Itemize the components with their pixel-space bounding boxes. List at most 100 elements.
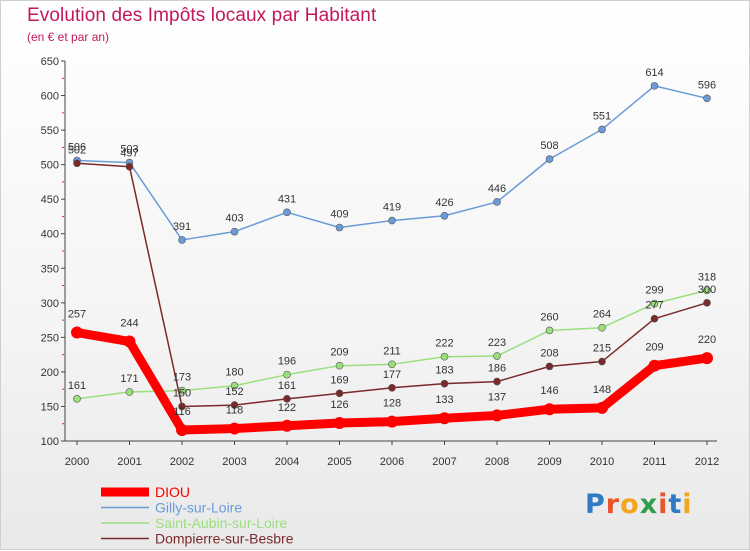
data-point bbox=[125, 388, 134, 396]
data-label: 196 bbox=[278, 356, 296, 368]
legend-label: DIOU bbox=[155, 484, 190, 500]
y-tick-label: 400 bbox=[41, 229, 59, 241]
data-point bbox=[493, 377, 501, 386]
data-point bbox=[281, 419, 293, 432]
data-label: 502 bbox=[68, 144, 86, 156]
data-label: 403 bbox=[225, 213, 243, 225]
data-point bbox=[543, 403, 556, 416]
data-label: 169 bbox=[330, 374, 348, 386]
data-label: 209 bbox=[645, 342, 663, 354]
data-label: 551 bbox=[593, 110, 611, 122]
data-point bbox=[440, 379, 449, 388]
data-point bbox=[440, 211, 449, 220]
logo-letter: t bbox=[668, 489, 683, 520]
data-label: 128 bbox=[383, 398, 401, 410]
x-tick-label: 2011 bbox=[643, 456, 667, 468]
data-label: 277 bbox=[645, 300, 663, 312]
data-point bbox=[230, 227, 239, 236]
data-point bbox=[703, 94, 711, 103]
data-label: 161 bbox=[278, 380, 296, 392]
data-point bbox=[598, 125, 606, 134]
chart-subtitle: (en € et par an) bbox=[27, 30, 110, 44]
y-tick-label: 200 bbox=[41, 367, 59, 379]
data-label: 161 bbox=[68, 380, 86, 392]
data-label: 152 bbox=[225, 386, 243, 398]
data-label: 508 bbox=[540, 140, 558, 152]
data-label: 215 bbox=[593, 343, 611, 355]
data-label: 183 bbox=[435, 365, 453, 377]
data-label: 222 bbox=[435, 338, 453, 350]
x-tick-label: 2012 bbox=[695, 456, 719, 468]
logo-letter: x bbox=[639, 489, 659, 520]
x-tick-label: 2010 bbox=[590, 456, 614, 468]
data-label: 133 bbox=[435, 394, 453, 406]
logo-letter: i bbox=[658, 489, 669, 520]
data-label: 208 bbox=[540, 347, 558, 359]
data-point bbox=[596, 401, 608, 414]
data-point bbox=[440, 352, 449, 361]
data-point bbox=[598, 323, 606, 332]
y-tick-label: 450 bbox=[41, 194, 59, 206]
data-point bbox=[123, 335, 136, 348]
data-point bbox=[650, 299, 659, 308]
legend-label: Saint-Aubin-sur-Loire bbox=[155, 515, 287, 531]
data-label: 137 bbox=[488, 391, 506, 403]
data-point bbox=[493, 198, 501, 206]
data-point bbox=[71, 326, 83, 339]
data-label: 426 bbox=[435, 197, 453, 209]
data-label: 596 bbox=[698, 79, 716, 91]
data-point bbox=[598, 357, 606, 366]
data-label: 171 bbox=[120, 373, 138, 385]
data-label: 264 bbox=[593, 309, 611, 321]
data-point bbox=[388, 360, 396, 369]
legend-label: Dompierre-sur-Besbre bbox=[155, 531, 294, 547]
data-label: 446 bbox=[488, 183, 506, 195]
data-point bbox=[73, 395, 81, 403]
proxiti-logo: Proxiti bbox=[585, 489, 693, 520]
y-tick-label: 650 bbox=[41, 56, 59, 68]
data-point bbox=[228, 422, 241, 435]
logo-letter: i bbox=[682, 489, 693, 520]
data-point bbox=[335, 389, 344, 398]
data-label: 300 bbox=[698, 284, 716, 296]
x-tick-label: 2009 bbox=[537, 456, 561, 468]
y-tick-label: 250 bbox=[41, 332, 59, 344]
x-tick-label: 2006 bbox=[380, 456, 404, 468]
logo-letter: o bbox=[620, 489, 640, 520]
data-label: 299 bbox=[645, 285, 663, 297]
y-tick-label: 350 bbox=[41, 263, 59, 275]
data-label: 497 bbox=[120, 148, 138, 160]
data-point bbox=[545, 326, 554, 335]
data-label: 503 bbox=[120, 144, 138, 156]
x-tick-label: 2000 bbox=[65, 456, 89, 468]
data-label: 146 bbox=[540, 385, 558, 397]
data-point bbox=[493, 352, 501, 360]
data-label: 257 bbox=[68, 309, 86, 321]
data-point bbox=[388, 216, 396, 225]
y-tick-label: 550 bbox=[41, 125, 59, 137]
x-tick-label: 2003 bbox=[222, 456, 246, 468]
data-label: 209 bbox=[330, 347, 348, 359]
logo-letter: P bbox=[585, 489, 606, 520]
x-tick-label: 2008 bbox=[485, 456, 509, 468]
data-label: 260 bbox=[540, 311, 558, 323]
data-label: 244 bbox=[120, 318, 138, 330]
data-label: 186 bbox=[488, 363, 506, 375]
data-point bbox=[648, 359, 661, 372]
data-point bbox=[438, 412, 451, 425]
data-label: 223 bbox=[488, 337, 506, 349]
data-point bbox=[283, 370, 291, 379]
data-point bbox=[283, 395, 291, 403]
data-point bbox=[178, 402, 186, 411]
data-point bbox=[125, 162, 134, 171]
data-label: 211 bbox=[383, 345, 401, 357]
data-point bbox=[545, 155, 554, 163]
data-point bbox=[333, 417, 346, 430]
data-point bbox=[335, 223, 344, 232]
data-point bbox=[650, 82, 659, 90]
y-tick-label: 150 bbox=[41, 401, 59, 413]
data-point bbox=[491, 409, 503, 422]
x-tick-label: 2004 bbox=[275, 456, 299, 468]
logo-letter: r bbox=[605, 489, 621, 520]
